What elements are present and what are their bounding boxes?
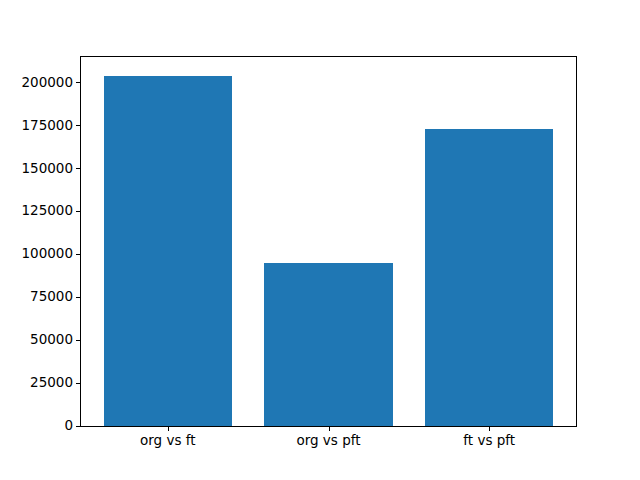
y-tick-label: 100000	[0, 248, 73, 262]
x-tick-mark	[168, 427, 169, 431]
x-tick-mark	[329, 427, 330, 431]
y-tick-mark	[76, 211, 80, 212]
y-tick-mark	[76, 168, 80, 169]
y-tick-label: 25000	[0, 376, 73, 390]
y-tick-mark	[76, 254, 80, 255]
y-tick-label: 175000	[0, 119, 73, 133]
y-tick-label: 125000	[0, 205, 73, 219]
x-tick-mark	[489, 427, 490, 431]
bar-chart-figure: org vs ft org vs pft ft vs pft 0 25000 50000 7…	[0, 0, 640, 480]
y-tick-mark	[76, 125, 80, 126]
y-tick-mark	[76, 297, 80, 298]
y-tick-mark	[76, 340, 80, 341]
bar-org-vs-ft	[104, 76, 233, 426]
bar-ft-vs-pft	[425, 129, 554, 426]
y-tick-label: 150000	[0, 162, 73, 176]
y-tick-label: 200000	[0, 76, 73, 90]
y-tick-mark	[76, 383, 80, 384]
y-tick-mark	[76, 426, 80, 427]
x-tick-label: org vs pft	[296, 434, 360, 448]
y-tick-label: 50000	[0, 333, 73, 347]
y-tick-mark	[76, 82, 80, 83]
x-tick-label: org vs ft	[140, 434, 196, 448]
y-tick-label: 0	[0, 419, 73, 433]
plot-area	[80, 56, 577, 427]
y-tick-label: 75000	[0, 291, 73, 305]
x-tick-label: ft vs pft	[463, 434, 515, 448]
bar-org-vs-pft	[264, 263, 393, 426]
